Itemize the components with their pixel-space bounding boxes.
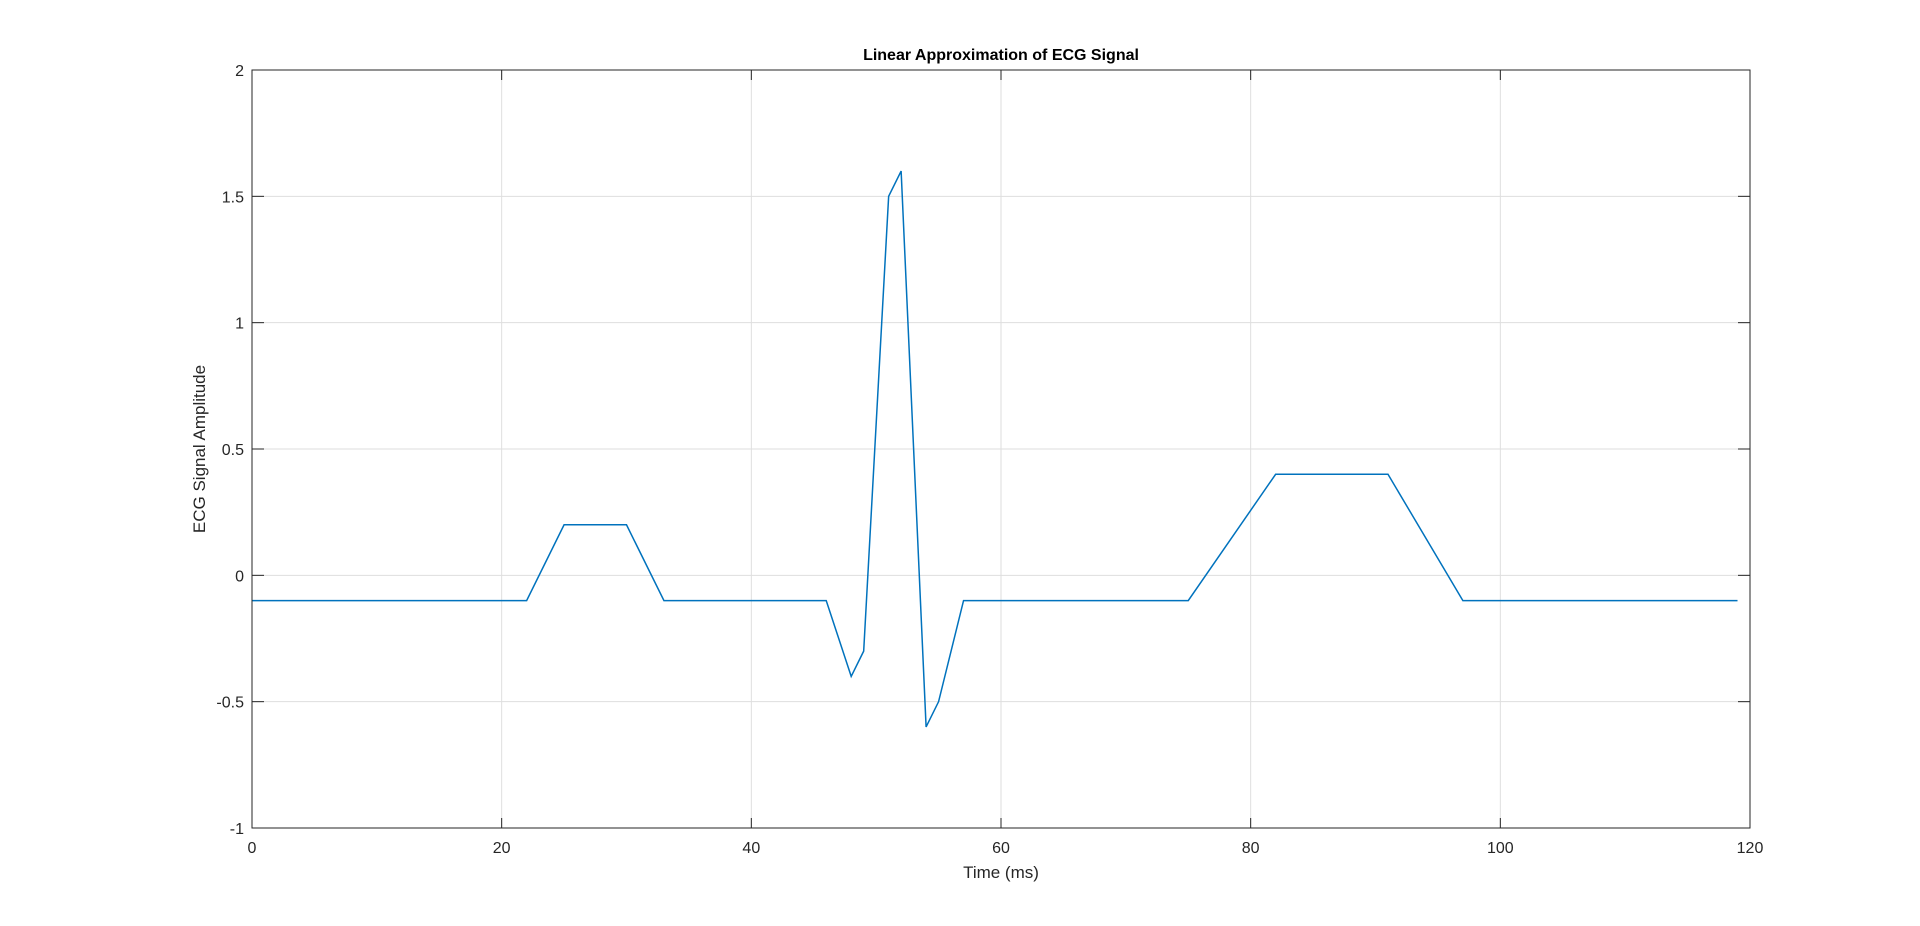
y-tick-label: -1: [230, 821, 244, 838]
ticks: [251, 69, 1751, 829]
y-tick-label: 0.5: [222, 442, 244, 459]
x-tick-label: 60: [992, 840, 1010, 857]
x-tick-label: 20: [493, 840, 511, 857]
x-tick-label: 40: [742, 840, 760, 857]
y-tick-label: 1.5: [222, 189, 244, 206]
grid: [252, 70, 1750, 828]
x-tick-label: 120: [1737, 840, 1764, 857]
x-axis-label: Time (ms): [963, 863, 1039, 882]
ecg-series-line: [252, 170, 1738, 728]
chart-title: Linear Approximation of ECG Signal: [863, 47, 1139, 64]
series-layer: [252, 170, 1738, 728]
y-axis-label: ECG Signal Amplitude: [190, 365, 209, 533]
y-tick-label: 2: [235, 63, 244, 80]
y-tick-label: 1: [235, 316, 244, 333]
y-tick-label: -0.5: [216, 695, 244, 712]
x-tick-label: 0: [248, 840, 257, 857]
x-tick-label: 80: [1242, 840, 1260, 857]
tick-labels: 0 20 40 60 80 100 120 -1 -0.5 0 0.5 1 1.5 2: [216, 63, 1763, 857]
x-tick-label: 100: [1487, 840, 1514, 857]
y-tick-label: 0: [235, 568, 244, 585]
